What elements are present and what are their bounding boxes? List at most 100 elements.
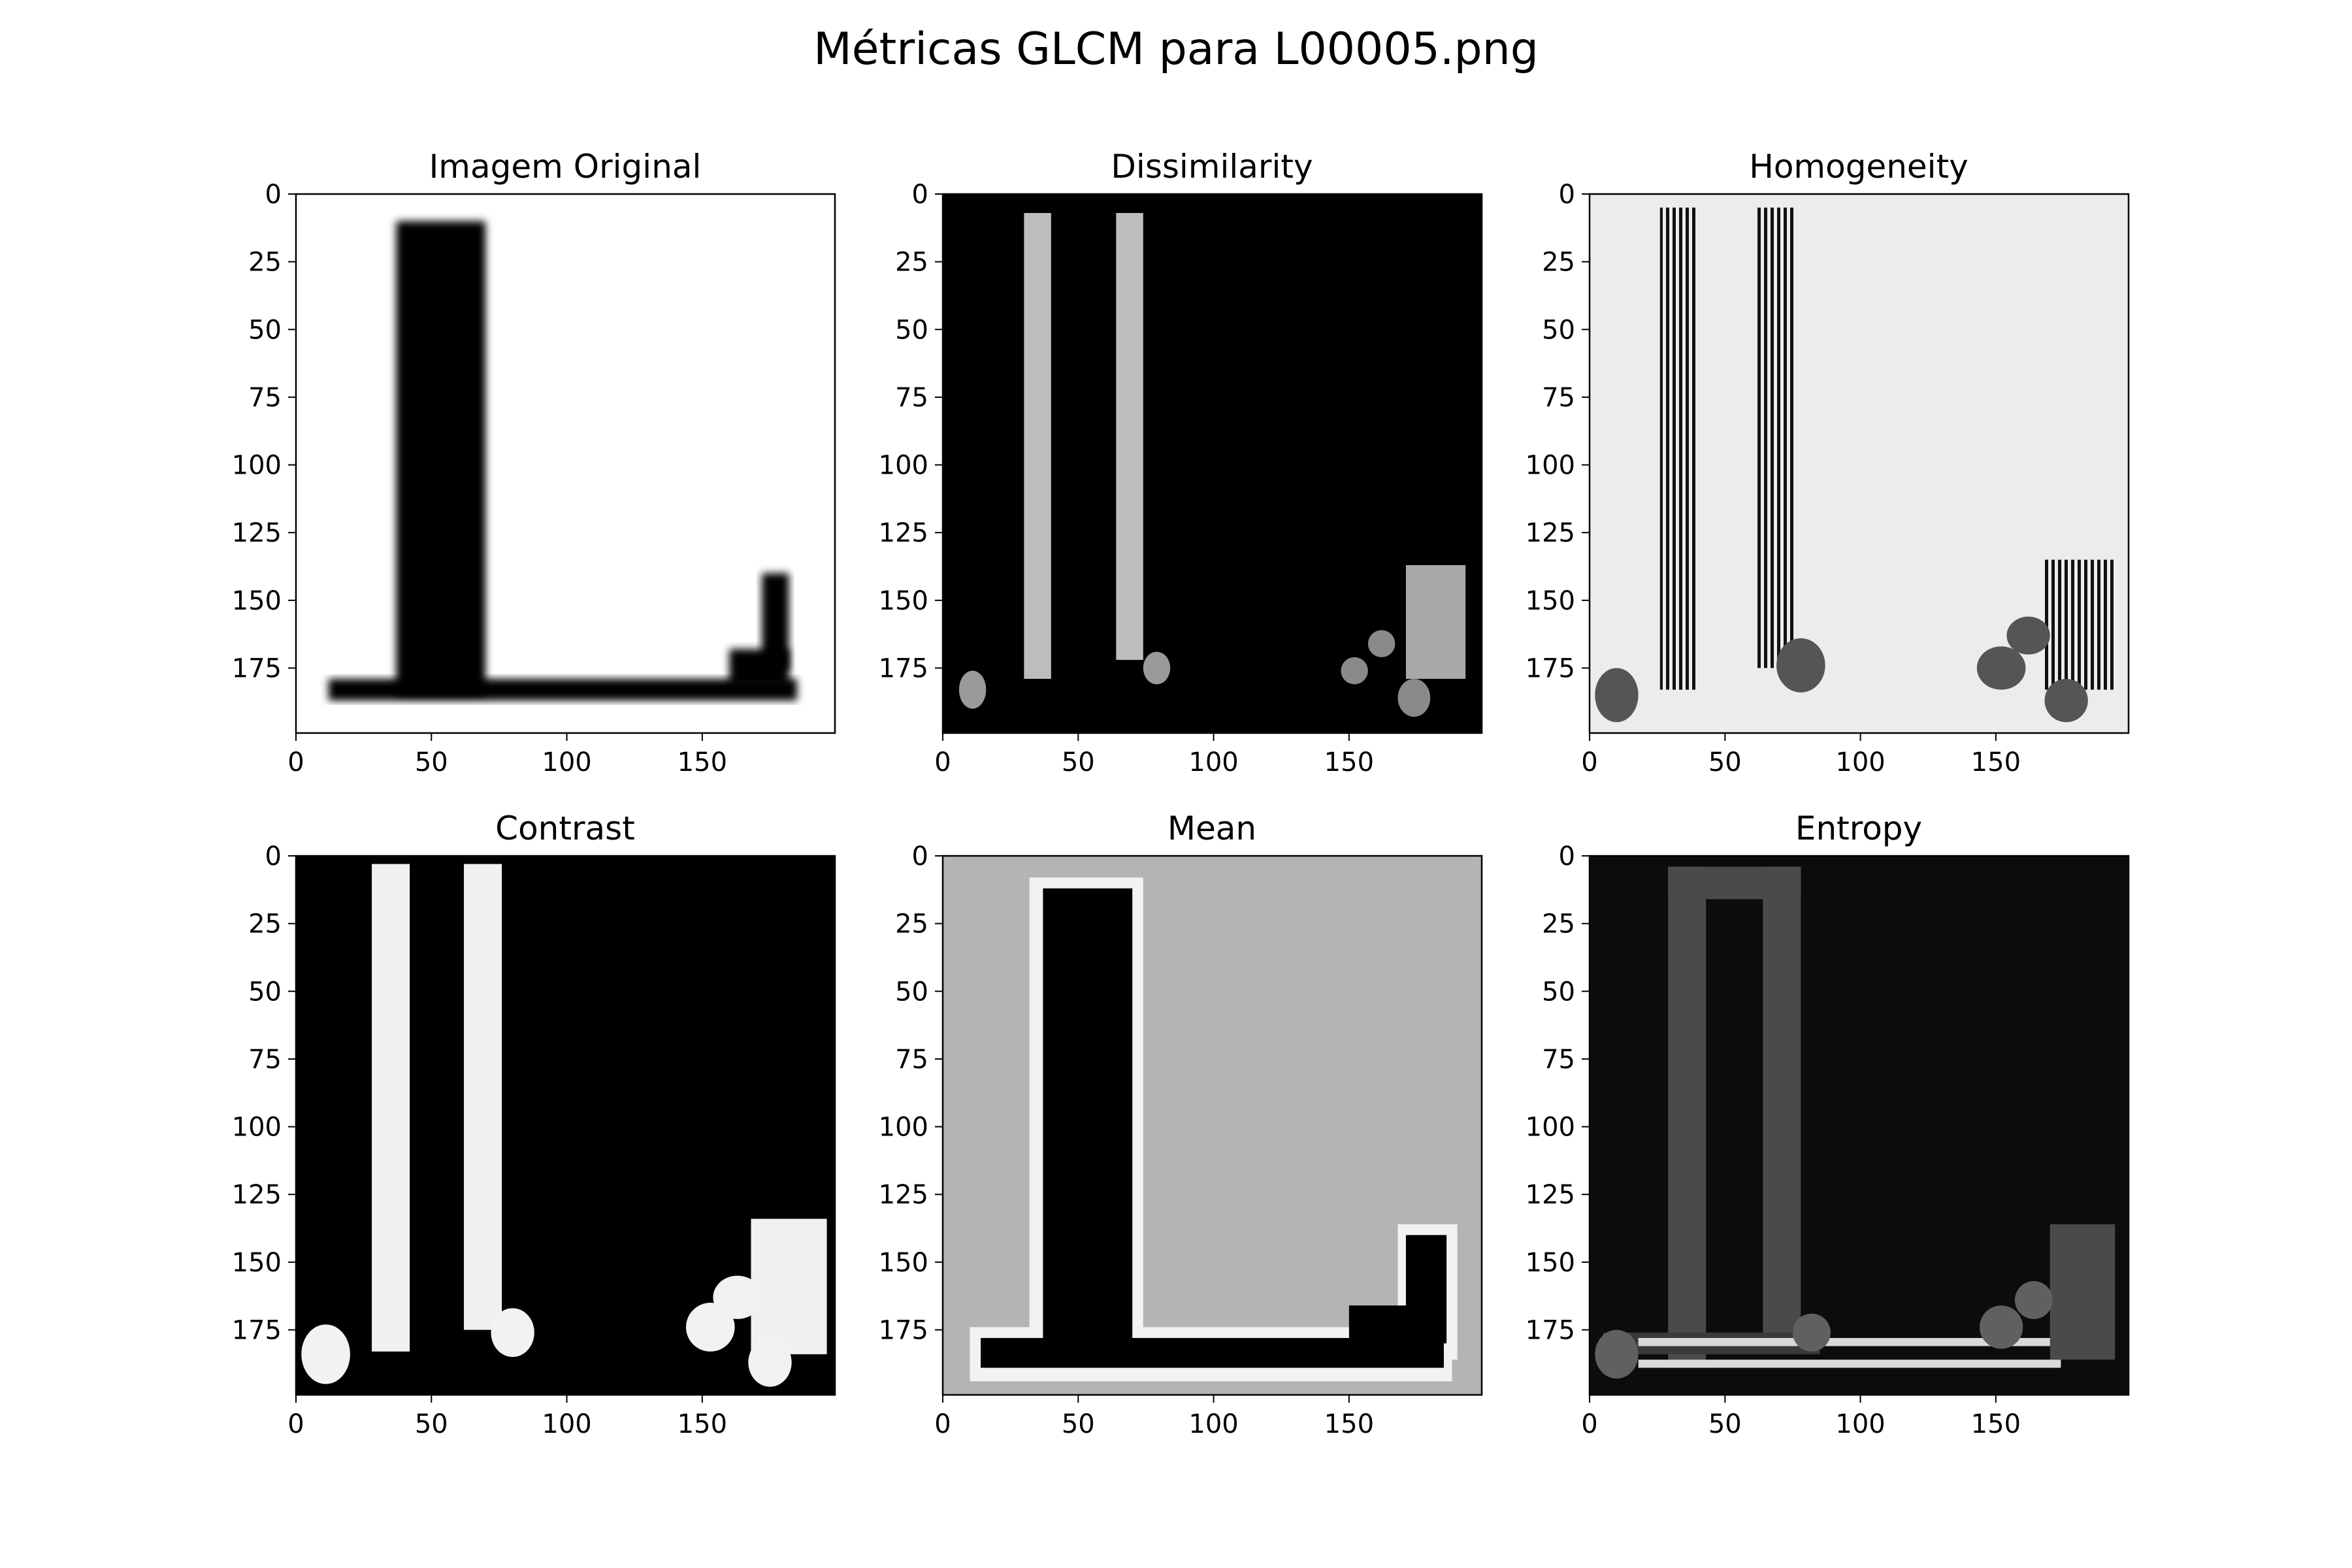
image-region bbox=[958, 670, 987, 709]
y-tick-label: 75 bbox=[1542, 1045, 1575, 1075]
image-region bbox=[751, 1218, 827, 1354]
image-region bbox=[1659, 207, 1698, 690]
y-tick-label: 125 bbox=[232, 518, 282, 548]
y-tick-label: 175 bbox=[232, 1316, 282, 1346]
x-tick-label: 150 bbox=[1971, 747, 2021, 777]
image-region bbox=[1595, 1330, 1639, 1379]
y-tick-label: 75 bbox=[248, 383, 282, 413]
panel-title-mean: Mean bbox=[1167, 809, 1257, 847]
y-tick-label: 25 bbox=[248, 248, 282, 278]
image-contrast bbox=[296, 856, 835, 1395]
axes-frame bbox=[941, 193, 1483, 734]
y-tick-label: 100 bbox=[1526, 1113, 1575, 1143]
y-tick-label: 100 bbox=[232, 1113, 282, 1143]
x-tick-label: 0 bbox=[287, 1409, 304, 1439]
axes-frame bbox=[1588, 855, 2130, 1396]
y-tick-label: 100 bbox=[879, 451, 928, 481]
y-tick-label: 0 bbox=[1559, 180, 1575, 210]
image-region bbox=[396, 221, 486, 695]
y-tick-label: 125 bbox=[1526, 518, 1575, 548]
image-region bbox=[1348, 1305, 1414, 1349]
panel-original: 0 50 100 150 0 25 50 75 100 125 150 175 bbox=[232, 180, 836, 777]
image-mean bbox=[943, 856, 1482, 1395]
y-tick-label: 25 bbox=[248, 909, 282, 939]
y-tick-label: 75 bbox=[1542, 383, 1575, 413]
y-tick-label: 175 bbox=[879, 654, 928, 684]
y-tick-label: 150 bbox=[1526, 1248, 1575, 1278]
image-region bbox=[762, 573, 789, 671]
panel-title-entropy: Entropy bbox=[1795, 809, 1923, 847]
y-tick-label: 50 bbox=[1542, 315, 1575, 345]
x-tick-label: 100 bbox=[542, 1409, 591, 1439]
y-tick-label: 25 bbox=[1542, 909, 1575, 939]
y-tick-label: 150 bbox=[879, 1248, 928, 1278]
image-region bbox=[2044, 679, 2088, 723]
y-tick-label: 125 bbox=[879, 518, 928, 548]
axes-frame bbox=[295, 193, 836, 734]
figure-title: Métricas GLCM para L00005.png bbox=[813, 24, 1539, 75]
image-region bbox=[1763, 866, 1801, 1344]
y-tick-label: 175 bbox=[879, 1316, 928, 1346]
panel-title-homogeneity: Homogeneity bbox=[1749, 148, 1968, 186]
y-tick-label: 50 bbox=[248, 977, 282, 1007]
x-tick-label: 150 bbox=[1971, 1409, 2021, 1439]
y-tick-label: 75 bbox=[895, 383, 928, 413]
x-tick-label: 0 bbox=[287, 747, 304, 777]
y-tick-label: 50 bbox=[248, 315, 282, 345]
image-region bbox=[713, 1275, 762, 1319]
x-tick-label: 100 bbox=[1835, 747, 1885, 777]
y-tick-label: 0 bbox=[265, 841, 282, 872]
image-region bbox=[328, 679, 797, 701]
image-region bbox=[1792, 1313, 1831, 1352]
y-tick-label: 150 bbox=[879, 586, 928, 616]
x-tick-label: 50 bbox=[1708, 747, 1742, 777]
image-original bbox=[296, 194, 835, 733]
image-background bbox=[296, 194, 835, 733]
image-homogeneity bbox=[1590, 194, 2129, 733]
x-tick-label: 0 bbox=[934, 747, 951, 777]
y-tick-label: 50 bbox=[1542, 977, 1575, 1007]
panel-mean: 0 50 100 150 0 25 50 75 100 125 150 175 bbox=[879, 841, 1483, 1439]
image-region bbox=[1341, 657, 1368, 685]
image-entropy bbox=[1590, 856, 2129, 1395]
panel-title-contrast: Contrast bbox=[495, 809, 635, 847]
image-region bbox=[372, 864, 410, 1352]
image-region bbox=[2050, 1224, 2115, 1360]
image-region bbox=[1397, 679, 1431, 717]
x-tick-label: 100 bbox=[1835, 1409, 1885, 1439]
x-tick-label: 100 bbox=[1188, 747, 1238, 777]
image-region bbox=[1116, 213, 1143, 661]
y-tick-label: 100 bbox=[879, 1113, 928, 1143]
image-dissimilarity bbox=[943, 194, 1482, 733]
image-region bbox=[301, 1324, 350, 1384]
panel-contrast: 0 50 100 150 0 25 50 75 100 125 150 175 bbox=[232, 841, 836, 1439]
x-tick-label: 100 bbox=[542, 747, 591, 777]
image-region bbox=[2044, 559, 2115, 690]
y-tick-label: 100 bbox=[232, 451, 282, 481]
x-tick-label: 100 bbox=[1188, 1409, 1238, 1439]
y-tick-label: 75 bbox=[248, 1045, 282, 1075]
x-tick-label: 150 bbox=[678, 1409, 727, 1439]
image-region bbox=[2006, 616, 2050, 655]
x-tick-label: 50 bbox=[1062, 747, 1095, 777]
y-tick-label: 150 bbox=[232, 1248, 282, 1278]
y-tick-label: 25 bbox=[895, 248, 928, 278]
image-region bbox=[1976, 646, 2026, 690]
panel-title-dissimilarity: Dissimilarity bbox=[1111, 148, 1313, 186]
y-tick-label: 75 bbox=[895, 1045, 928, 1075]
y-tick-label: 175 bbox=[232, 654, 282, 684]
x-tick-label: 50 bbox=[415, 1409, 448, 1439]
y-tick-label: 125 bbox=[1526, 1180, 1575, 1210]
y-tick-label: 25 bbox=[895, 909, 928, 939]
x-tick-label: 150 bbox=[1324, 747, 1374, 777]
y-tick-label: 50 bbox=[895, 977, 928, 1007]
y-tick-label: 0 bbox=[265, 180, 282, 210]
axes-frame bbox=[1588, 193, 2130, 734]
image-region bbox=[685, 1303, 735, 1352]
image-region bbox=[1668, 866, 1801, 900]
image-region bbox=[2014, 1281, 2053, 1319]
axes-frame bbox=[295, 855, 836, 1396]
y-tick-label: 0 bbox=[1559, 841, 1575, 872]
